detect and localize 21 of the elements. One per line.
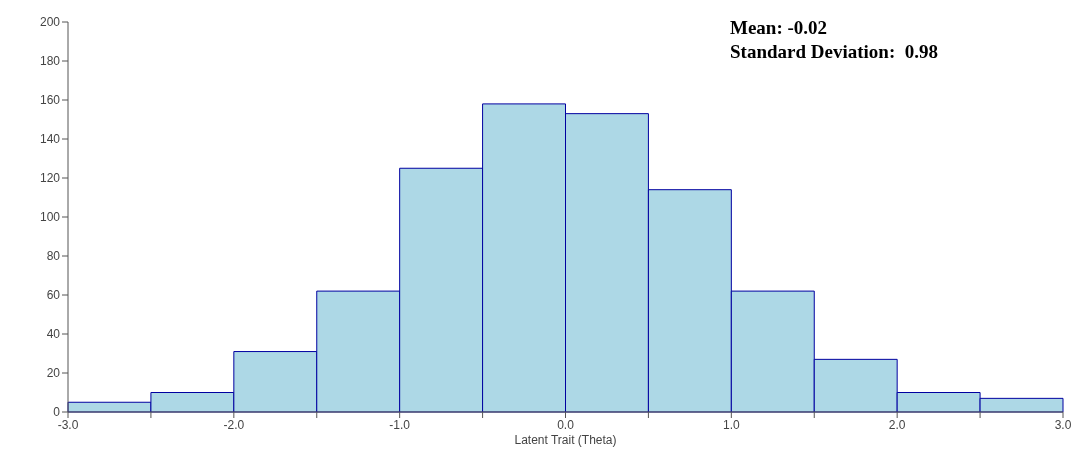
y-tick-label: 60: [46, 288, 61, 303]
y-tick-label: 100: [39, 210, 61, 225]
x-tick-label: 2.0: [888, 417, 906, 432]
y-tick-label: 160: [39, 93, 61, 108]
y-tick-label: 80: [46, 249, 61, 264]
y-tick-label: 200: [39, 15, 61, 30]
y-tick-label: 180: [39, 54, 61, 69]
x-axis-title: Latent Trait (Theta): [514, 433, 617, 447]
annotation: Standard Deviation: 0.98: [730, 40, 938, 64]
y-tick-label: 140: [39, 132, 61, 147]
y-tick-label: 40: [46, 327, 61, 342]
x-tick-label: -3.0: [57, 417, 79, 432]
y-tick-label: 120: [39, 171, 61, 186]
y-tick-label: 0: [53, 405, 61, 420]
y-tick-label: 20: [46, 366, 61, 381]
x-tick-label: -1.0: [389, 417, 411, 432]
x-tick-label: -2.0: [223, 417, 245, 432]
x-tick-label: 0.0: [557, 417, 575, 432]
x-tick-label: 1.0: [722, 417, 740, 432]
annotation: Mean: -0.02: [730, 16, 829, 40]
x-tick-label: 3.0: [1054, 417, 1072, 432]
